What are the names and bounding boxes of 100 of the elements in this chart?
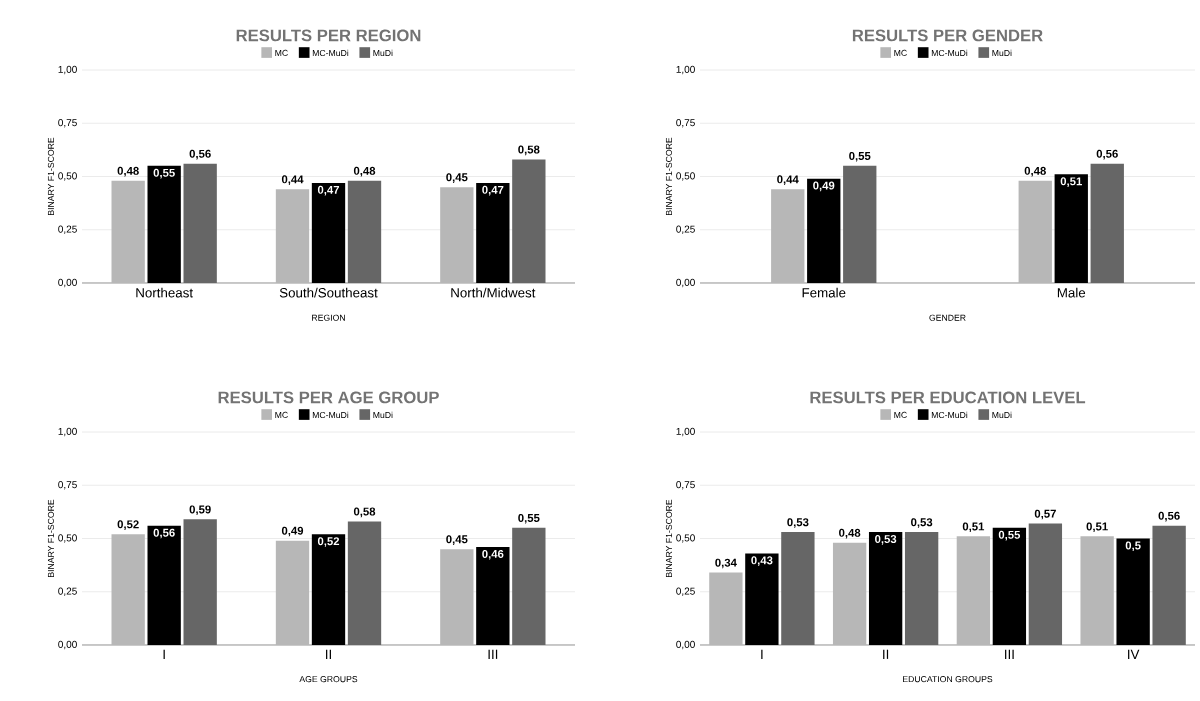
- y-tick-label: 0,75: [58, 481, 77, 490]
- data-label: 0,43: [751, 556, 773, 567]
- bar: [709, 572, 743, 645]
- y-tick-label: 0,00: [58, 640, 77, 650]
- bar: [1116, 538, 1150, 645]
- x-tick-label: South/Southeast: [279, 287, 378, 298]
- data-label: 0,51: [962, 522, 985, 533]
- data-label: 0,48: [117, 166, 139, 177]
- x-tick-label: III: [488, 649, 498, 659]
- data-label: 0,55: [849, 151, 871, 162]
- y-axis-title: BINARY F1-SCORE: [47, 137, 55, 215]
- bar: [476, 182, 510, 283]
- data-label: 0,45: [446, 535, 468, 545]
- data-label: 0,56: [1096, 149, 1118, 160]
- bar: [771, 189, 805, 283]
- data-label: 0,56: [153, 528, 175, 539]
- bar: [440, 187, 474, 283]
- data-label: 0,55: [153, 168, 175, 179]
- bar: [512, 159, 546, 283]
- x-axis-title: AGE GROUPS: [299, 676, 358, 683]
- data-label: 0,47: [317, 185, 340, 196]
- data-label: 0,49: [281, 526, 304, 537]
- y-tick-label: 0,75: [676, 481, 695, 490]
- y-axis-title: BINARY F1-SCORE: [665, 499, 673, 577]
- x-tick-label: Male: [1057, 287, 1086, 298]
- bar: [147, 525, 181, 645]
- legend-label: MC-MuDi: [312, 411, 349, 419]
- data-label: 0,51: [1060, 177, 1082, 187]
- legend-label: MC: [894, 411, 907, 418]
- bar: [904, 532, 939, 645]
- legend-label: MC-MuDi: [931, 49, 968, 57]
- bar: [1028, 523, 1063, 645]
- bar: [476, 547, 510, 645]
- bar: [311, 534, 346, 645]
- data-label: 0,44: [281, 175, 304, 186]
- data-label: 0,48: [839, 528, 861, 539]
- x-tick-label: North/Midwest: [451, 287, 536, 298]
- data-label: 0,52: [117, 520, 139, 530]
- legend-label: MuDi: [992, 411, 1012, 419]
- x-tick-label: Female: [802, 287, 846, 298]
- bar: [832, 542, 867, 645]
- bar: [111, 180, 145, 283]
- data-label: 0,55: [518, 513, 540, 524]
- legend-label: MuDi: [373, 49, 393, 57]
- chart-title: RESULTS PER AGE GROUP: [218, 391, 439, 404]
- y-axis-title: BINARY F1-SCORE: [665, 137, 673, 215]
- x-tick-label: IV: [1128, 649, 1140, 659]
- chart-title: RESULTS PER GENDER: [852, 29, 1043, 42]
- legend-label: MC-MuDi: [312, 49, 349, 57]
- bar: [440, 549, 474, 645]
- data-label: 0,53: [875, 535, 897, 545]
- y-tick-label: 0,50: [676, 534, 695, 543]
- y-tick-label: 0,25: [676, 587, 695, 596]
- y-tick-label: 0,50: [58, 534, 77, 543]
- x-tick-label: Northeast: [136, 287, 193, 298]
- data-label: 0,47: [482, 185, 504, 196]
- bar: [512, 527, 546, 645]
- legend-label: MC: [275, 411, 288, 418]
- data-label: 0,56: [189, 149, 211, 160]
- y-tick-label: 0,25: [58, 587, 77, 596]
- bar: [781, 532, 815, 645]
- y-tick-label: 1,00: [58, 427, 77, 437]
- data-label: 0,44: [777, 175, 799, 186]
- bar: [992, 527, 1027, 645]
- y-tick-label: 0,00: [676, 640, 695, 650]
- data-label: 0,59: [189, 505, 211, 516]
- bar: [347, 521, 382, 645]
- data-label: 0,53: [911, 518, 933, 528]
- bar: [275, 189, 310, 283]
- data-label: 0,45: [446, 173, 468, 183]
- y-axis-title: BINARY F1-SCORE: [47, 499, 55, 577]
- x-axis-title: GENDER: [929, 314, 966, 321]
- bar: [183, 519, 217, 645]
- bar: [111, 534, 145, 645]
- y-tick-label: 1,00: [676, 427, 695, 437]
- legend-label: MC-MuDi: [931, 411, 968, 419]
- bar: [311, 182, 346, 283]
- y-tick-label: 0,25: [676, 225, 695, 234]
- data-label: 0,56: [1158, 511, 1180, 522]
- x-tick-label: I: [761, 649, 763, 659]
- bar: [868, 532, 903, 645]
- x-tick-label: II: [883, 649, 889, 659]
- bar: [1080, 536, 1114, 645]
- y-tick-label: 0,00: [676, 278, 695, 288]
- bar: [183, 163, 217, 283]
- data-label: 0,58: [353, 507, 376, 518]
- bar: [1054, 174, 1088, 283]
- bar: [275, 540, 310, 645]
- data-label: 0,51: [1086, 522, 1108, 533]
- data-label: 0,48: [1024, 166, 1046, 177]
- data-label: 0,52: [317, 537, 340, 547]
- data-label: 0,34: [715, 558, 737, 569]
- legend-label: MuDi: [373, 411, 393, 419]
- bar: [1090, 163, 1124, 283]
- chart-title: RESULTS PER REGION: [236, 29, 421, 42]
- x-tick-label: I: [163, 649, 165, 659]
- y-tick-label: 1,00: [58, 65, 77, 75]
- y-tick-label: 0,75: [58, 119, 77, 128]
- y-tick-label: 0,50: [58, 172, 77, 181]
- data-label: 0,57: [1034, 509, 1056, 520]
